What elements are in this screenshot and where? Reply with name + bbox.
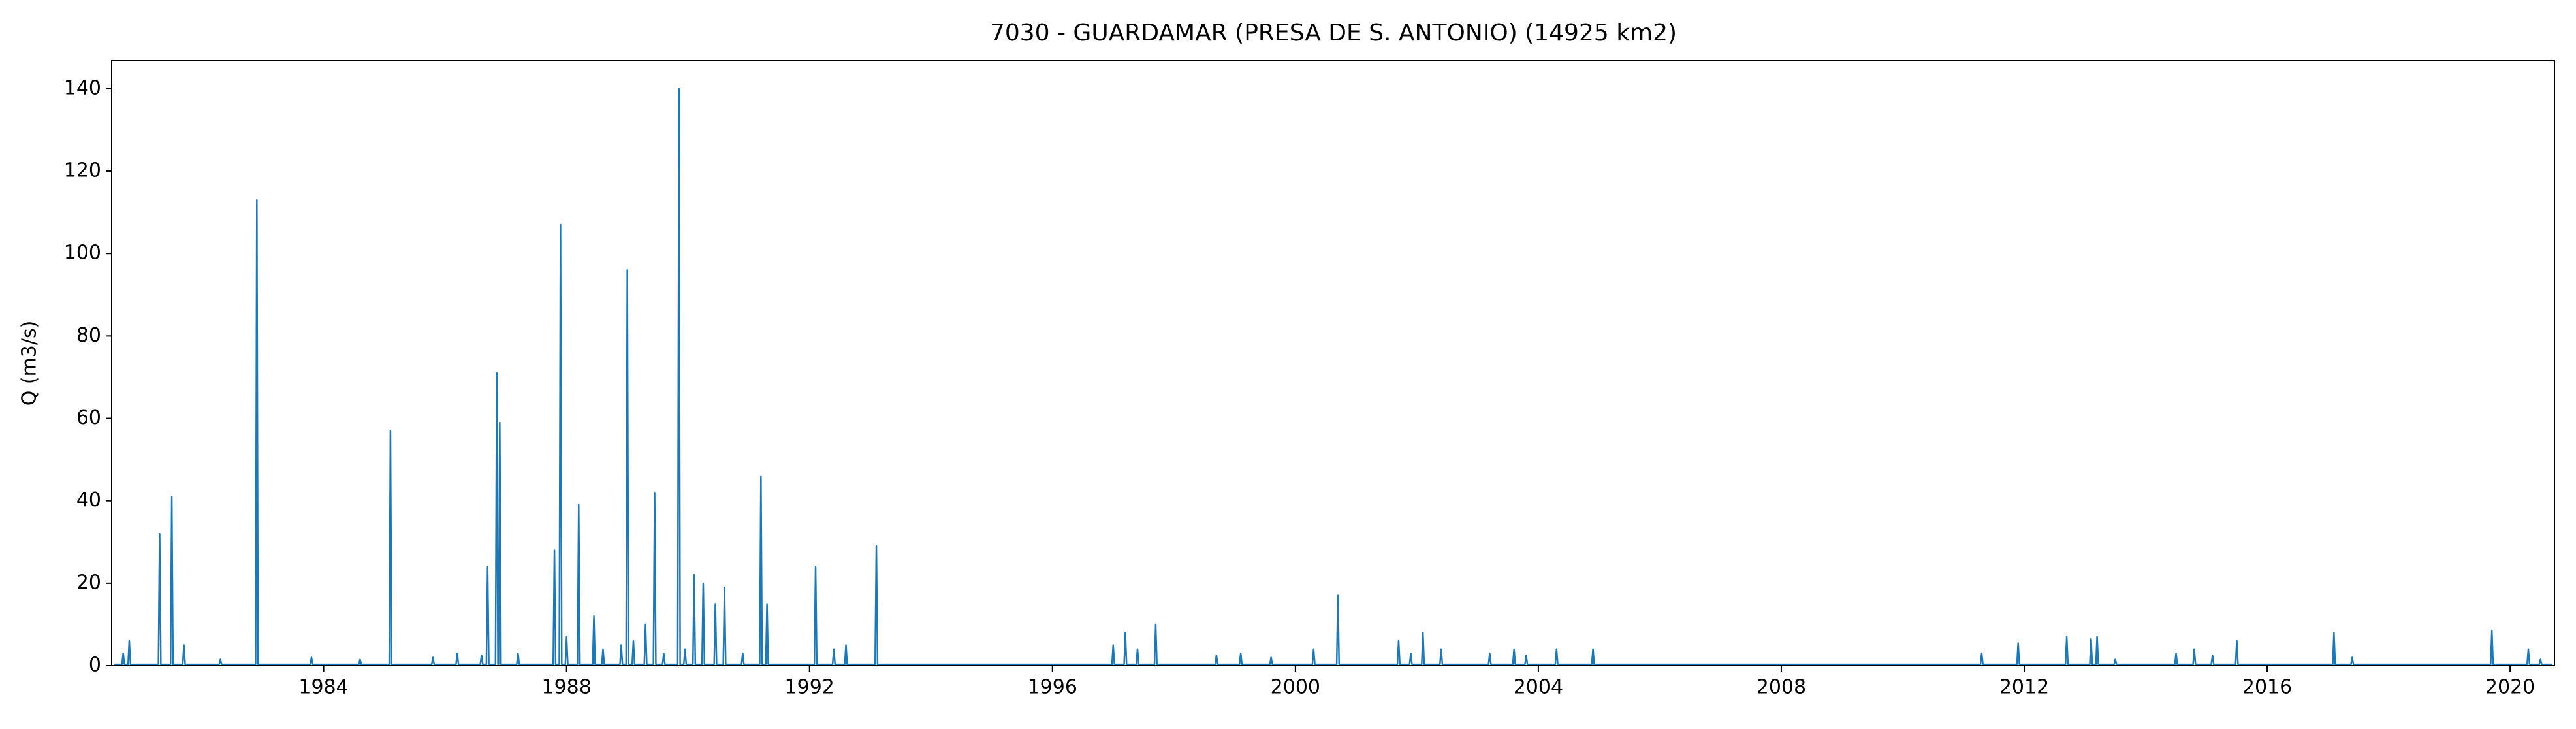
x-tick-label: 1996 [1028, 676, 1077, 699]
x-tick-label: 2008 [1757, 676, 1806, 699]
flow-line [114, 88, 2553, 666]
y-tick-label: 120 [64, 159, 101, 182]
x-tick-label: 2000 [1271, 676, 1320, 699]
x-tick-label: 2012 [1999, 676, 2049, 699]
y-tick-label: 80 [76, 324, 101, 347]
x-tick-label: 1984 [298, 676, 348, 699]
chart-title: 7030 - GUARDAMAR (PRESA DE S. ANTONIO) (… [990, 20, 1677, 46]
y-tick-label: 40 [76, 489, 101, 511]
x-tick-label: 1988 [541, 676, 591, 699]
y-tick-label: 20 [76, 571, 101, 594]
x-tick-label: 2016 [2242, 676, 2292, 699]
y-axis-label: Q (m3/s) [18, 321, 41, 406]
y-tick-label: 140 [64, 76, 101, 99]
y-tick-label: 100 [64, 242, 101, 265]
y-tick-label: 60 [76, 406, 101, 429]
plot-frame [111, 60, 2555, 666]
x-tick-label: 2004 [1514, 676, 1563, 699]
x-tick-label: 2020 [2485, 676, 2535, 699]
x-tick-label: 1992 [785, 676, 835, 699]
y-tick-label: 0 [89, 654, 101, 677]
